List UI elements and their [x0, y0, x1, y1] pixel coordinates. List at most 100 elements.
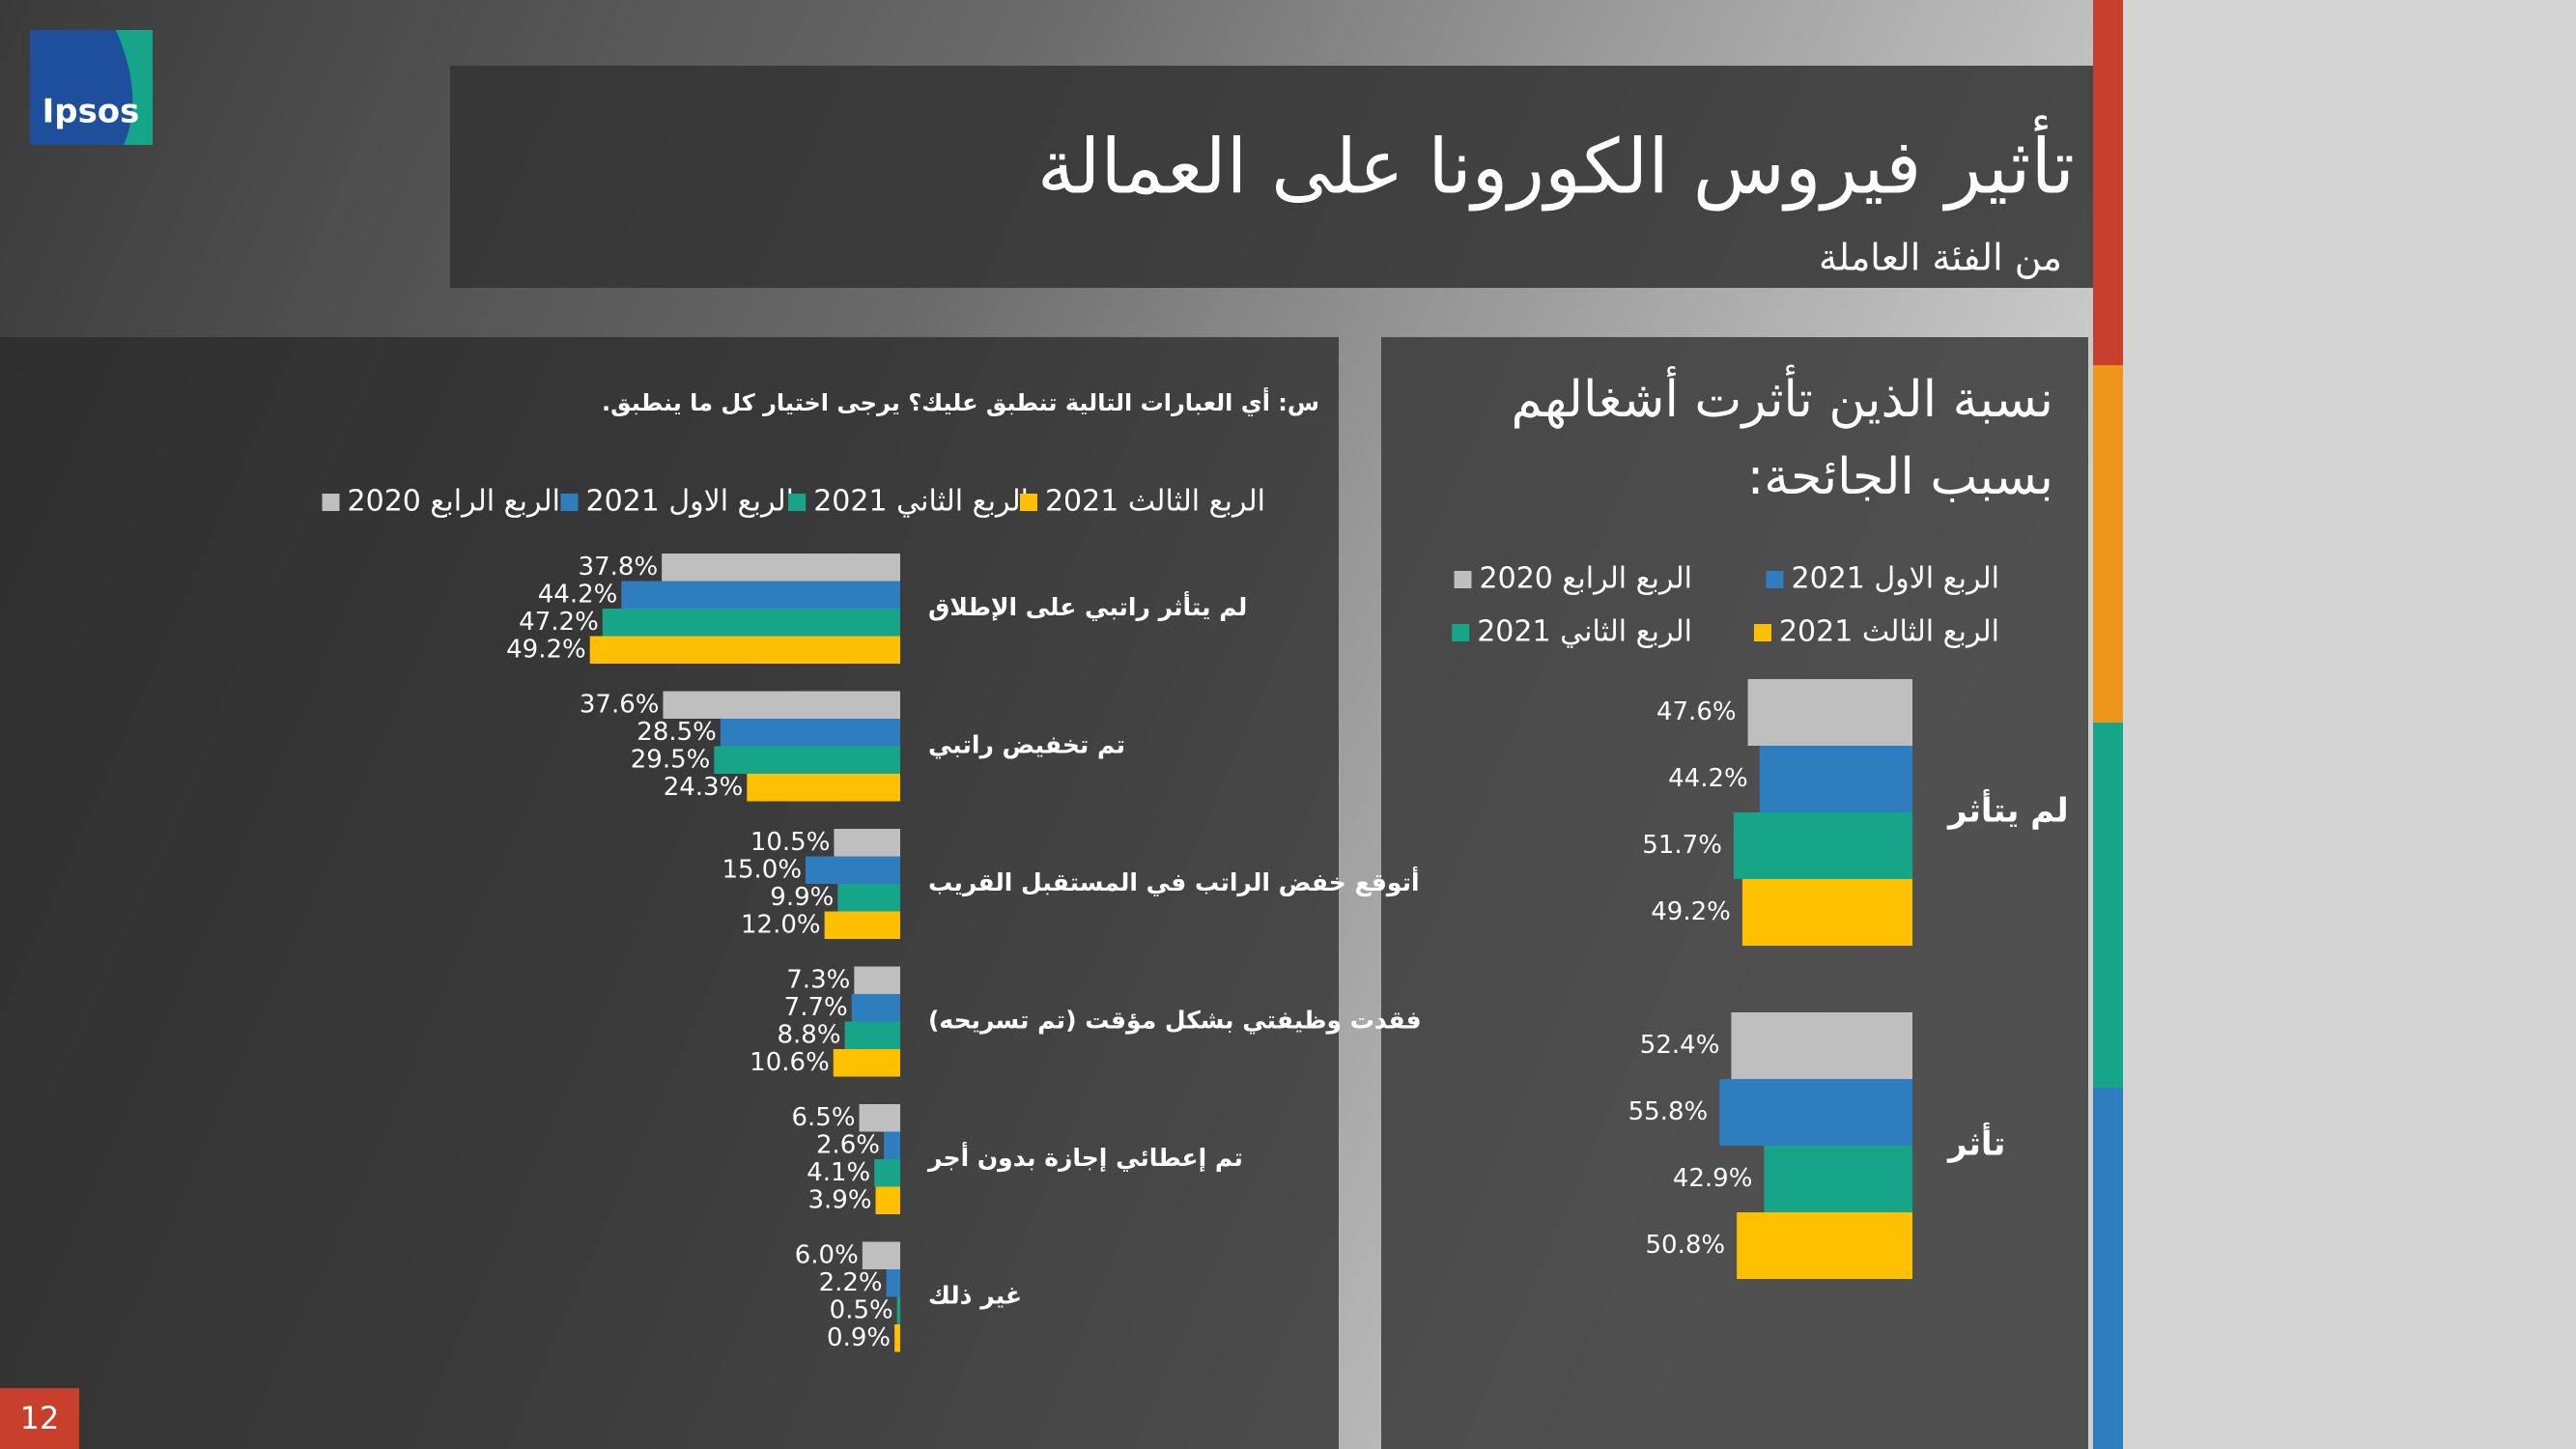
- data-label: 44.2%: [1668, 764, 1748, 793]
- slide-subtitle: من الفئة العاملة: [1819, 237, 2062, 280]
- legend-label: الربع الثالث 2021: [1045, 485, 1265, 519]
- bar: [1733, 812, 1912, 879]
- bar: [851, 994, 900, 1022]
- data-label: 55.8%: [1628, 1097, 1709, 1126]
- accent-bar: [2093, 365, 2123, 723]
- bar: [720, 719, 900, 747]
- legend-swatch: [560, 494, 579, 511]
- background-right: [2123, 0, 2576, 1449]
- data-label: 47.2%: [519, 608, 599, 637]
- bar: [833, 1049, 900, 1077]
- legend-label: الربع الثاني 2021: [1477, 615, 1692, 649]
- logo-accent: [116, 30, 153, 145]
- bar: [837, 884, 900, 912]
- data-label: 4.1%: [807, 1158, 870, 1187]
- data-label: 3.9%: [807, 1185, 871, 1214]
- legend-swatch: [322, 494, 340, 511]
- bar: [1741, 879, 1912, 946]
- data-label: 15.0%: [722, 855, 802, 884]
- bar: [824, 911, 900, 939]
- right-panel: [1381, 337, 2088, 1449]
- data-label: 10.5%: [750, 828, 831, 857]
- data-label: 6.0%: [795, 1240, 859, 1269]
- bar: [1764, 1146, 1912, 1212]
- data-label: 24.3%: [664, 773, 744, 802]
- bar: [884, 1131, 900, 1159]
- bar: [1747, 679, 1912, 746]
- bar: [589, 636, 900, 664]
- chart-title: س: أي العبارات التالية تنطبق عليك؟ يرجى …: [602, 387, 1319, 416]
- data-label: 2.6%: [816, 1130, 880, 1159]
- legend-label: الربع الرابع 2020: [348, 485, 560, 519]
- bar: [875, 1186, 900, 1214]
- legend-swatch: [1452, 624, 1470, 641]
- legend-label: الربع الاول 2021: [585, 485, 794, 519]
- legend-swatch: [1454, 571, 1472, 588]
- data-label: 52.4%: [1640, 1031, 1720, 1060]
- legend-swatch: [1753, 624, 1771, 641]
- bar: [874, 1159, 900, 1187]
- category-label: لم يتأثر: [1946, 789, 2069, 831]
- data-label: 7.7%: [784, 993, 848, 1022]
- data-label: 8.8%: [777, 1020, 840, 1049]
- chart-title: بسبب الجائحة:: [1747, 448, 2053, 506]
- bar: [854, 966, 900, 994]
- category-label: تأثر: [1946, 1122, 2005, 1164]
- data-label: 28.5%: [637, 718, 717, 747]
- bar: [747, 774, 900, 802]
- bar: [1719, 1079, 1912, 1146]
- accent-bar: [2093, 723, 2123, 1088]
- legend-swatch: [788, 494, 807, 511]
- bar: [896, 1296, 900, 1324]
- bar: [1737, 1212, 1912, 1279]
- data-label: 51.7%: [1642, 831, 1722, 860]
- legend-label: الربع الثالث 2021: [1779, 615, 1999, 649]
- data-label: 44.2%: [538, 580, 618, 609]
- data-label: 12.0%: [741, 910, 821, 939]
- category-label: غير ذلك: [928, 1282, 1022, 1311]
- data-label: 37.6%: [580, 690, 660, 719]
- data-label: 47.6%: [1656, 697, 1737, 726]
- legend-label: الربع الاول 2021: [1791, 562, 1999, 596]
- data-label: 49.2%: [1651, 897, 1731, 926]
- legend-label: الربع الرابع 2020: [1480, 562, 1692, 596]
- data-label: 0.9%: [827, 1323, 891, 1352]
- bar: [859, 1104, 900, 1132]
- bar: [663, 691, 900, 719]
- data-label: 37.8%: [579, 553, 659, 582]
- left-panel: [0, 337, 1339, 1449]
- title-band: [450, 66, 2093, 288]
- category-label: فقدت وظيفتي بشكل مؤقت (تم تسريحه): [928, 1007, 1422, 1036]
- logo: Ipsos: [42, 93, 140, 131]
- accent-bar: [2093, 1088, 2123, 1449]
- bar: [1731, 1012, 1912, 1079]
- data-label: 10.6%: [750, 1048, 830, 1077]
- bar: [886, 1269, 900, 1297]
- accent-bar: [2093, 0, 2123, 365]
- bar: [621, 581, 900, 609]
- data-label: 42.9%: [1673, 1164, 1753, 1193]
- bar: [1759, 746, 1912, 812]
- category-label: لم يتأثر راتبي على الإطلاق: [928, 591, 1247, 622]
- data-label: 29.5%: [631, 745, 711, 774]
- category-label: أتوقع خفض الراتب في المستقبل القريب: [928, 867, 1420, 897]
- page-number: 12: [20, 1400, 60, 1436]
- category-label: تم تخفيض راتبي: [928, 731, 1125, 759]
- data-label: 50.8%: [1646, 1231, 1726, 1260]
- legend-swatch: [1019, 494, 1037, 511]
- data-label: 6.5%: [791, 1103, 855, 1132]
- bar: [862, 1241, 900, 1269]
- data-label: 0.5%: [830, 1295, 893, 1324]
- bar: [834, 829, 900, 857]
- data-label: 49.2%: [506, 635, 586, 664]
- data-label: 7.3%: [786, 965, 850, 994]
- chart-title: نسبة الذين تأثرت أشغالهم: [1512, 364, 2053, 429]
- bar: [662, 554, 900, 582]
- data-label: 9.9%: [770, 883, 834, 912]
- category-label: تم إعطائي إجازة بدون أجر: [926, 1142, 1243, 1173]
- bar: [844, 1021, 900, 1049]
- legend-swatch: [1766, 571, 1784, 588]
- legend-label: الربع الثاني 2021: [813, 485, 1029, 519]
